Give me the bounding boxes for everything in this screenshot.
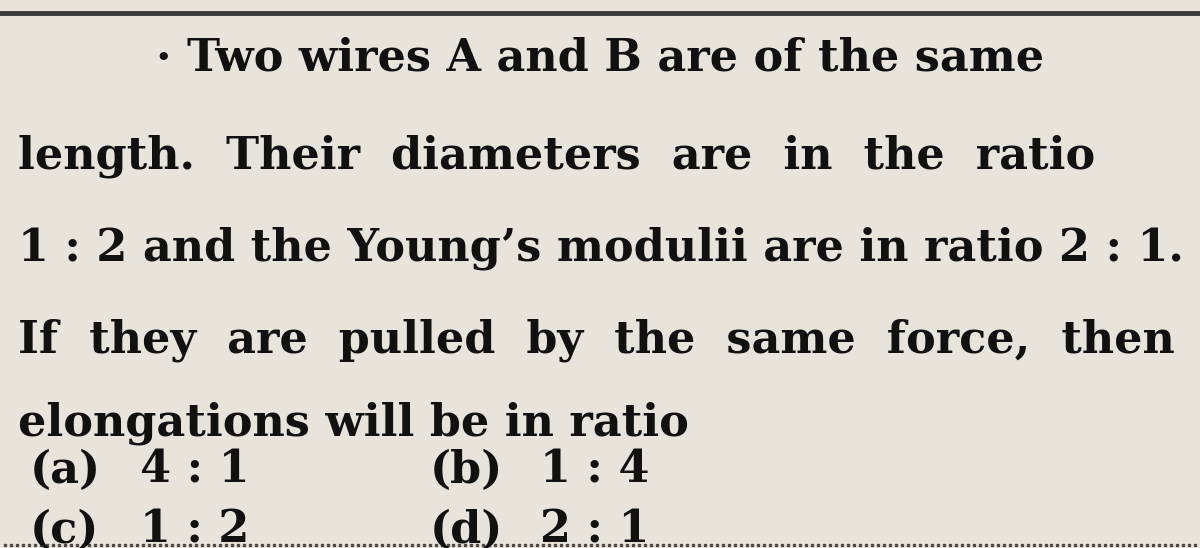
Text: 1 : 2 and the Young’s modulii are in ratio 2 : 1.: 1 : 2 and the Young’s modulii are in rat… [18, 226, 1184, 270]
Text: length.  Their  diameters  are  in  the  ratio: length. Their diameters are in the ratio [18, 134, 1096, 178]
Text: 1 : 2: 1 : 2 [140, 509, 250, 548]
Text: 1 : 4: 1 : 4 [540, 448, 649, 492]
Text: · Two wires A and B are of the same: · Two wires A and B are of the same [156, 37, 1044, 79]
Text: 2 : 1: 2 : 1 [540, 509, 649, 548]
Text: If  they  are  pulled  by  the  same  force,  then: If they are pulled by the same force, th… [18, 318, 1175, 362]
Text: (b): (b) [430, 448, 503, 492]
Text: (d): (d) [430, 509, 503, 548]
Text: (a): (a) [30, 448, 101, 492]
Text: (c): (c) [30, 509, 100, 548]
Text: elongations will be in ratio: elongations will be in ratio [18, 401, 689, 445]
Text: 4 : 1: 4 : 1 [140, 448, 250, 492]
